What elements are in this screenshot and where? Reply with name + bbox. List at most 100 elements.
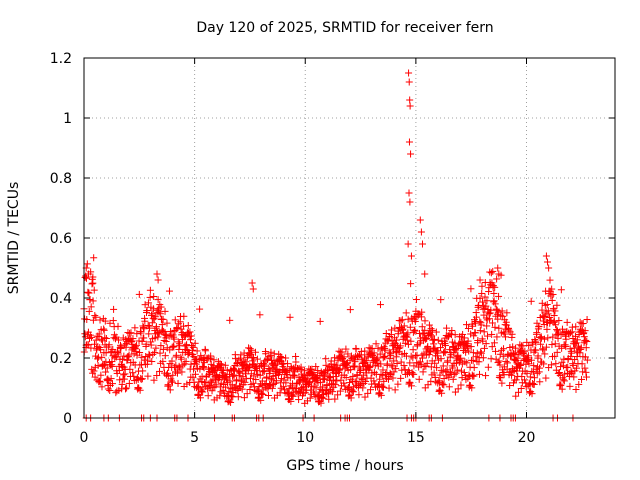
data-point — [417, 361, 425, 369]
data-point — [401, 366, 409, 374]
data-point — [325, 395, 333, 403]
data-point — [86, 334, 94, 342]
data-point — [372, 340, 380, 348]
data-point — [531, 335, 539, 343]
data-point — [90, 286, 98, 294]
data-point — [404, 240, 412, 248]
data-point — [85, 307, 93, 315]
data-point — [514, 388, 522, 396]
data-point — [393, 359, 401, 367]
data-point — [380, 383, 388, 391]
data-point — [279, 383, 287, 391]
data-point — [133, 374, 141, 382]
data-point — [164, 381, 172, 389]
data-point — [512, 392, 520, 400]
data-point — [547, 317, 555, 325]
data-point — [582, 368, 590, 376]
data-point — [340, 353, 348, 361]
data-point — [436, 344, 444, 352]
data-point — [234, 393, 242, 401]
data-point — [349, 373, 357, 381]
data-point — [130, 372, 138, 380]
data-point — [261, 362, 269, 370]
data-point — [476, 318, 484, 326]
data-point — [125, 353, 133, 361]
data-point — [139, 323, 147, 331]
data-point — [464, 344, 472, 352]
data-point — [490, 297, 498, 305]
data-point — [250, 372, 258, 380]
data-point — [125, 379, 133, 387]
data-point — [404, 315, 412, 323]
data-point — [348, 387, 356, 395]
data-point — [480, 328, 488, 336]
data-point — [431, 373, 439, 381]
data-point — [316, 397, 324, 405]
data-point — [407, 280, 415, 288]
data-point — [566, 329, 574, 337]
data-point — [256, 311, 264, 319]
data-point — [114, 350, 122, 358]
data-point — [558, 358, 566, 366]
data-point — [547, 361, 555, 369]
data-point — [126, 329, 134, 337]
data-point — [482, 372, 490, 380]
data-point — [101, 334, 109, 342]
data-point — [422, 335, 430, 343]
data-point — [475, 370, 483, 378]
data-point — [354, 353, 362, 361]
data-point — [253, 367, 261, 375]
data-point — [146, 286, 154, 294]
data-point — [257, 396, 265, 404]
data-point — [192, 360, 200, 368]
data-point — [151, 349, 159, 357]
data-point — [503, 359, 511, 367]
x-axis-label: GPS time / hours — [286, 458, 403, 474]
data-point — [169, 378, 176, 386]
data-point — [560, 377, 568, 385]
data-point — [439, 362, 447, 370]
data-point — [96, 316, 104, 324]
data-point — [409, 346, 417, 354]
data-point — [226, 316, 234, 324]
data-point — [133, 341, 141, 349]
data-point — [89, 273, 97, 281]
data-point — [406, 102, 414, 110]
data-point — [436, 371, 444, 379]
data-point — [148, 310, 156, 318]
data-point — [550, 318, 558, 326]
data-point — [222, 376, 230, 384]
data-point — [512, 376, 520, 384]
data-point — [449, 375, 457, 383]
data-point — [155, 308, 163, 316]
data-point — [224, 391, 232, 399]
data-point — [336, 366, 344, 374]
data-point — [388, 326, 396, 334]
data-point — [305, 379, 313, 387]
data-point — [386, 355, 394, 363]
data-point — [421, 326, 429, 334]
data-point — [479, 354, 487, 362]
data-point — [406, 379, 414, 387]
data-point — [472, 353, 480, 361]
data-point — [530, 380, 538, 388]
x-tick-label: 15 — [407, 430, 425, 446]
data-point — [340, 379, 348, 387]
data-point — [198, 387, 206, 395]
data-point — [550, 312, 558, 320]
data-point — [343, 363, 351, 371]
data-point — [196, 305, 204, 313]
data-point — [535, 364, 543, 372]
data-point — [156, 349, 164, 357]
data-point — [491, 300, 499, 308]
data-point — [487, 269, 495, 277]
data-point — [207, 352, 215, 360]
data-point — [139, 367, 147, 375]
data-point — [500, 345, 508, 353]
data-point — [552, 321, 560, 329]
data-point — [123, 384, 131, 392]
data-point — [508, 330, 516, 338]
data-point — [327, 357, 335, 365]
data-point — [449, 364, 457, 372]
data-point — [121, 385, 129, 393]
